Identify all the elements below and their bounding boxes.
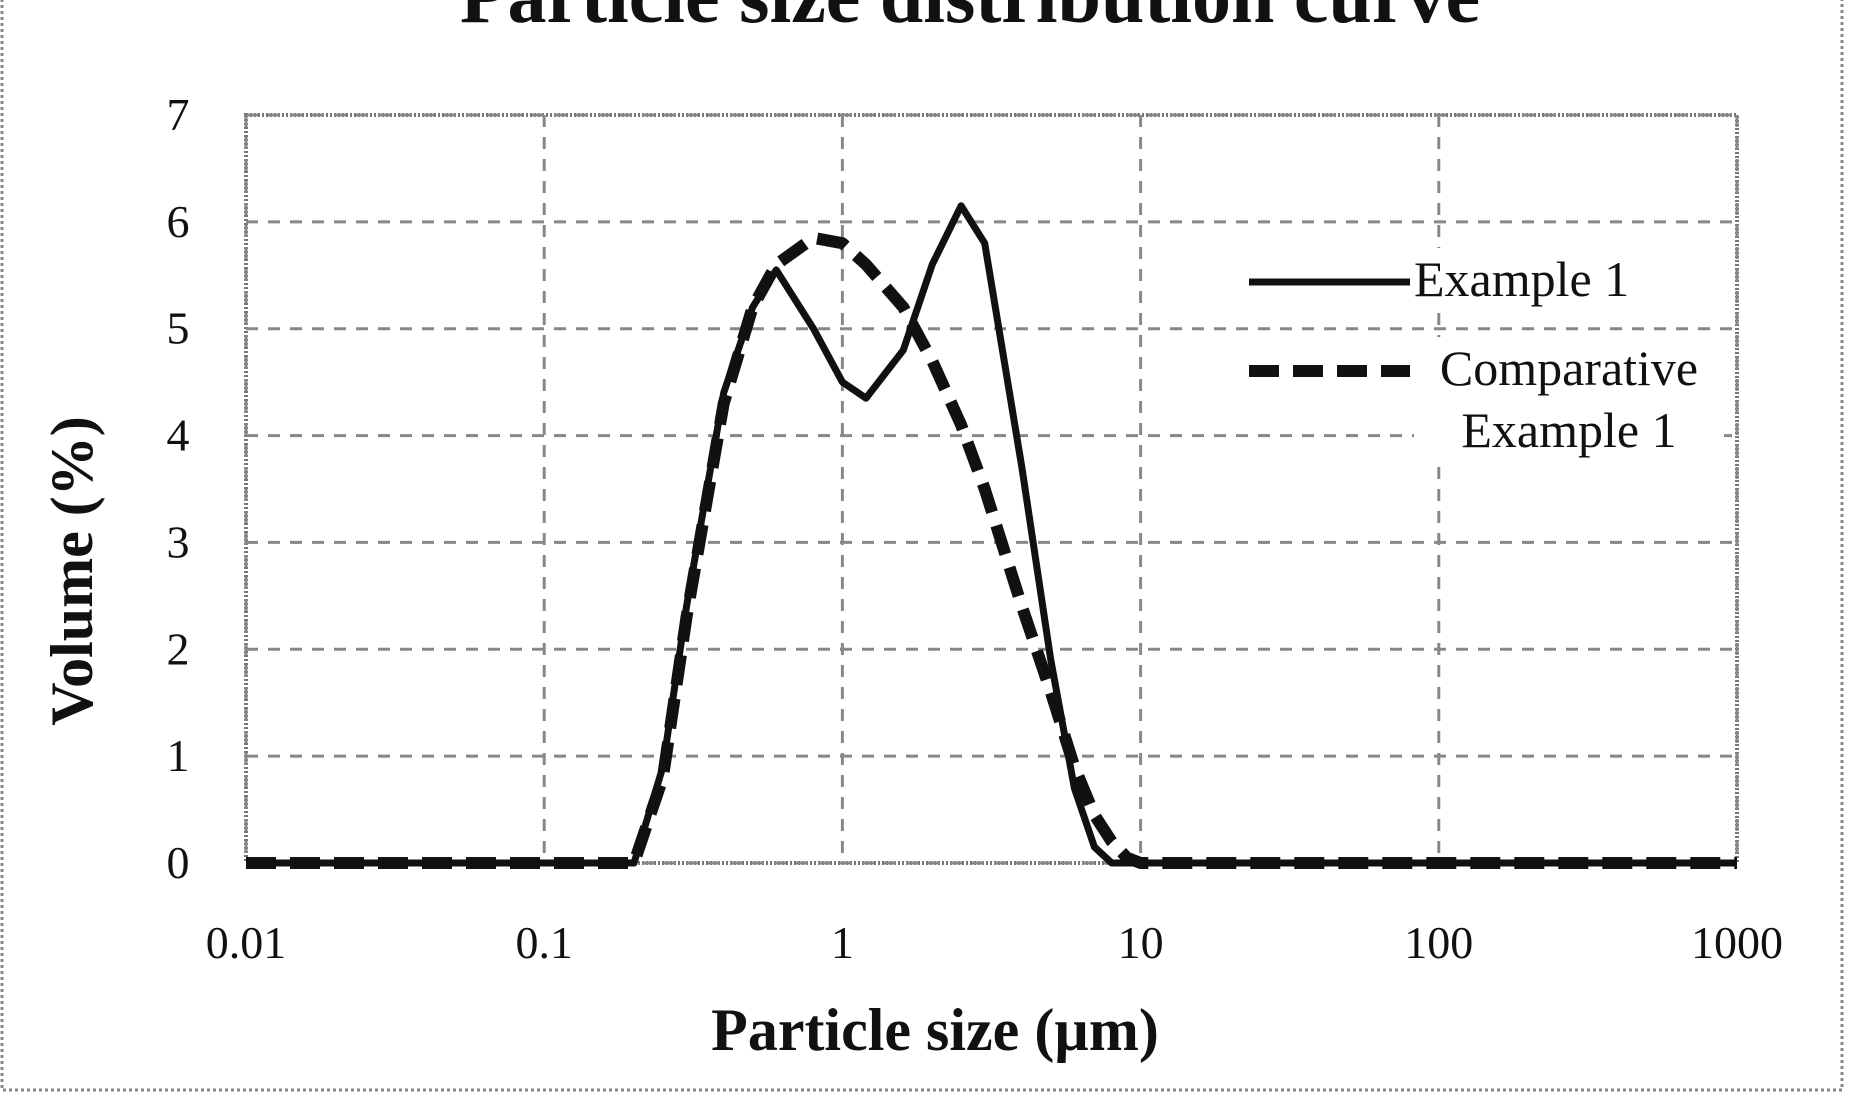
legend-label: Comparative Example 1 bbox=[1414, 337, 1724, 461]
y-tick-label: 6 bbox=[167, 196, 190, 247]
x-tick-label: 10 bbox=[1118, 917, 1164, 968]
chart-title: Particle size distribution curve bbox=[460, 0, 1480, 39]
y-tick-label: 3 bbox=[167, 516, 190, 567]
legend-label: Example 1 bbox=[1414, 248, 1629, 310]
y-tick-label: 2 bbox=[167, 623, 190, 674]
y-tick-label: 5 bbox=[167, 303, 190, 354]
x-axis-label: Particle size (µm) bbox=[711, 997, 1159, 1063]
x-tick-label: 100 bbox=[1404, 917, 1473, 968]
x-tick-label: 0.1 bbox=[515, 917, 573, 968]
x-tick-label: 1 bbox=[831, 917, 854, 968]
x-tick-label: 0.01 bbox=[206, 917, 287, 968]
plot-area bbox=[246, 115, 1737, 863]
x-tick-label: 1000 bbox=[1691, 917, 1783, 968]
y-axis-label: Volume (%) bbox=[39, 416, 105, 725]
y-tick-label: 7 bbox=[167, 89, 190, 140]
y-tick-label: 0 bbox=[167, 837, 190, 888]
y-tick-label: 1 bbox=[167, 730, 190, 781]
y-tick-label: 4 bbox=[167, 410, 190, 461]
